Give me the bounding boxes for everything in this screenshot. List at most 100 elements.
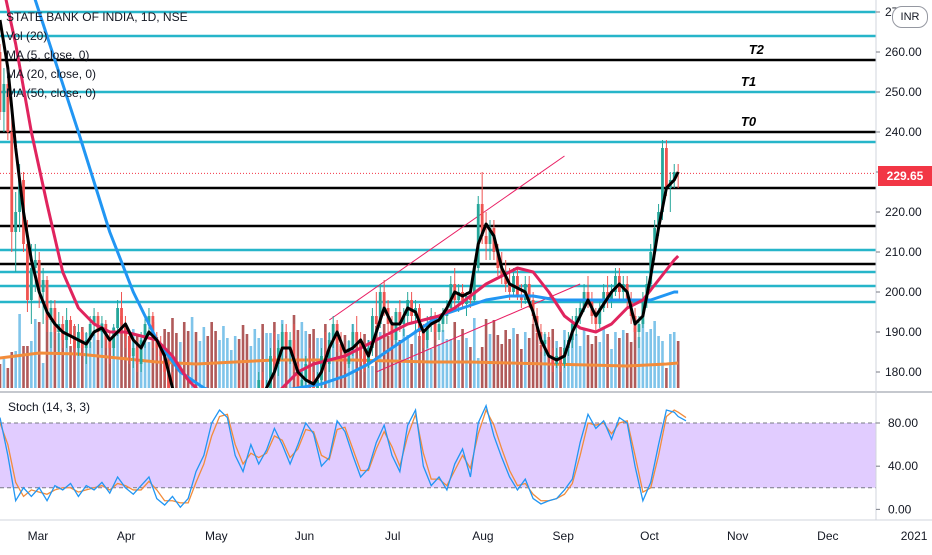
candle-body (461, 292, 464, 304)
candle-body (371, 316, 374, 348)
volume-bar (645, 332, 649, 388)
volume-bar (229, 350, 233, 388)
candle-body (163, 356, 167, 372)
candle-body (230, 404, 233, 412)
volume-bar (618, 338, 621, 388)
volume-bar (0, 364, 2, 388)
volume-bar (81, 327, 84, 388)
time-tick-label-Jul: Jul (385, 529, 400, 543)
annotation-T2: T2 (749, 42, 765, 57)
legend-ma5[interactable]: MA (5, close, 0) (6, 48, 90, 62)
volume-bar (53, 324, 57, 388)
price-tick-label: 180.00 (885, 365, 922, 379)
candle-body (280, 332, 284, 348)
candle-body (116, 308, 119, 328)
candle-body (496, 252, 500, 268)
candle-body (382, 292, 386, 308)
volume-bar (69, 346, 72, 388)
volume-bar (606, 334, 609, 388)
candle-body (614, 276, 617, 292)
volume-bar (249, 346, 253, 388)
volume-bar (437, 344, 441, 388)
candle-body (10, 132, 14, 232)
time-tick-label-Mar: Mar (28, 529, 49, 543)
volume-bar (65, 328, 68, 388)
candle-body (672, 172, 676, 180)
stoch-tick-label: 0.00 (888, 502, 912, 516)
candle-body (472, 268, 476, 300)
candle-body (653, 228, 657, 252)
volume-bar (151, 322, 155, 388)
volume-bar (574, 334, 578, 388)
volume-bar (480, 347, 484, 388)
candle-body (65, 320, 69, 340)
volume-bar (300, 322, 304, 388)
candle-body (296, 364, 300, 388)
candle-body (425, 324, 429, 340)
volume-bar (484, 319, 488, 388)
candle-body (661, 148, 664, 212)
volume-bar (186, 331, 190, 388)
candle-body (253, 396, 256, 412)
volume-bar (653, 321, 656, 388)
candle-body (657, 212, 660, 228)
volume-bar (641, 320, 645, 388)
volume-bar (96, 340, 100, 388)
price-tick-label: 260.00 (885, 45, 922, 59)
ma5-line (0, 19, 680, 388)
candle-body (234, 396, 237, 404)
candle-body (206, 404, 209, 412)
candle-body (378, 292, 382, 324)
volume-bar (476, 358, 480, 388)
time-tick-label-Jun: Jun (295, 529, 314, 543)
price-tick-label: 220.00 (885, 205, 922, 219)
price-tick-label: 250.00 (885, 85, 922, 99)
volume-bar (61, 325, 65, 388)
time-tick-label-May: May (205, 529, 228, 543)
volume-bar (190, 317, 194, 388)
stoch-legend[interactable]: Stoch (14, 3, 3) (8, 400, 91, 414)
volume-bar (41, 363, 45, 388)
volume-bar (147, 342, 151, 388)
candle-body (124, 324, 127, 336)
candle-body (147, 316, 151, 324)
volume-bar (116, 333, 119, 388)
volume-bar (535, 333, 539, 388)
volume-bar (37, 322, 41, 388)
candle-body (108, 340, 112, 348)
candle-body (457, 292, 461, 300)
candle-body (394, 312, 398, 340)
volume-bar (88, 342, 92, 388)
volume-bar (433, 332, 437, 388)
candle-body (92, 316, 96, 324)
candle-body (469, 296, 472, 300)
candle-body (49, 308, 53, 320)
candle-body (131, 348, 135, 356)
volume-bar (665, 368, 668, 388)
volume-bar (453, 322, 457, 388)
currency-badge[interactable]: INR (892, 6, 928, 28)
candle-body (543, 340, 547, 344)
volume-bar (669, 334, 672, 388)
legend-vol[interactable]: Vol (20) (6, 29, 48, 43)
candle-body (29, 268, 33, 300)
candle-body (143, 324, 147, 340)
volume-bar (359, 342, 362, 388)
volume-bar (104, 335, 108, 388)
volume-bar (261, 324, 264, 388)
volume-bar (633, 328, 637, 388)
time-tick-label-Sep: Sep (553, 529, 575, 543)
candle-body (480, 204, 484, 236)
candle-body (33, 260, 37, 268)
stoch-tick-label: 80.00 (888, 416, 918, 430)
volume-bar (143, 330, 147, 388)
time-tick-label-Aug: Aug (472, 529, 493, 543)
candle-body (339, 344, 343, 352)
legend-ma20[interactable]: MA (20, close, 0) (6, 67, 97, 81)
volume-bar (625, 333, 629, 388)
volume-bar (390, 322, 394, 388)
legend-ma50[interactable]: MA (50, close, 0) (6, 86, 97, 100)
volume-bar (614, 332, 617, 388)
stoch-k-line (0, 403, 687, 509)
